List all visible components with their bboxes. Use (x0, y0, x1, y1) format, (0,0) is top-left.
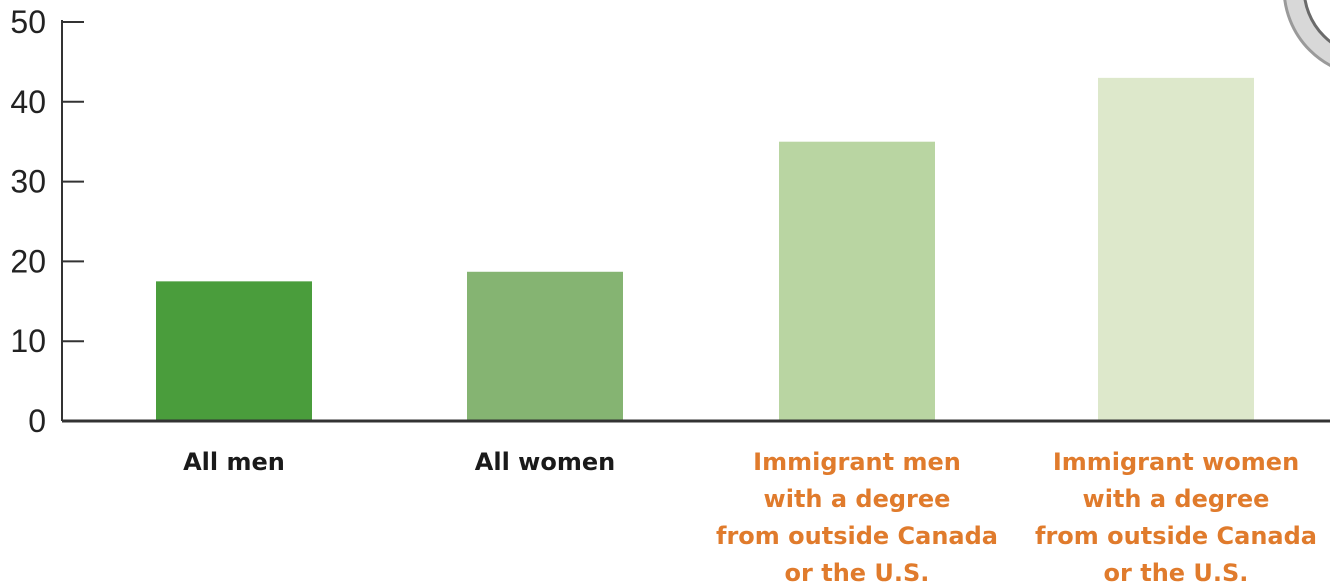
category-label-line: with a degree (1083, 485, 1270, 513)
category-label-line: Immigrant men (753, 448, 961, 476)
category-label-line: Immigrant women (1053, 448, 1299, 476)
y-tick-label: 0 (28, 403, 46, 439)
bar-3 (779, 141, 935, 421)
y-tick-label: 30 (10, 164, 46, 200)
bar-1 (156, 281, 312, 421)
category-label-line: with a degree (764, 485, 951, 513)
category-label-2: All women (475, 448, 615, 476)
category-label-line: from outside Canada (1035, 522, 1317, 550)
y-tick-label: 40 (10, 84, 46, 120)
bar-2 (467, 271, 623, 421)
category-label-4: Immigrant women with a degree from outside… (1035, 448, 1317, 584)
category-label-line: All women (475, 448, 615, 476)
category-label-3: Immigrant men with a degree from outside C… (716, 448, 998, 584)
corner-emblem-icon (1283, 0, 1330, 68)
category-label-line: All men (183, 448, 285, 476)
y-tick-label: 20 (10, 243, 46, 279)
category-label-line: from outside Canada (716, 522, 998, 550)
category-label-line: or the U.S. (785, 559, 930, 584)
y-tick-label: 50 (10, 4, 46, 40)
y-tick-label: 10 (10, 323, 46, 359)
category-label-line: or the U.S. (1104, 559, 1249, 584)
bar-4 (1098, 77, 1254, 422)
category-label-1: All men (183, 448, 285, 476)
